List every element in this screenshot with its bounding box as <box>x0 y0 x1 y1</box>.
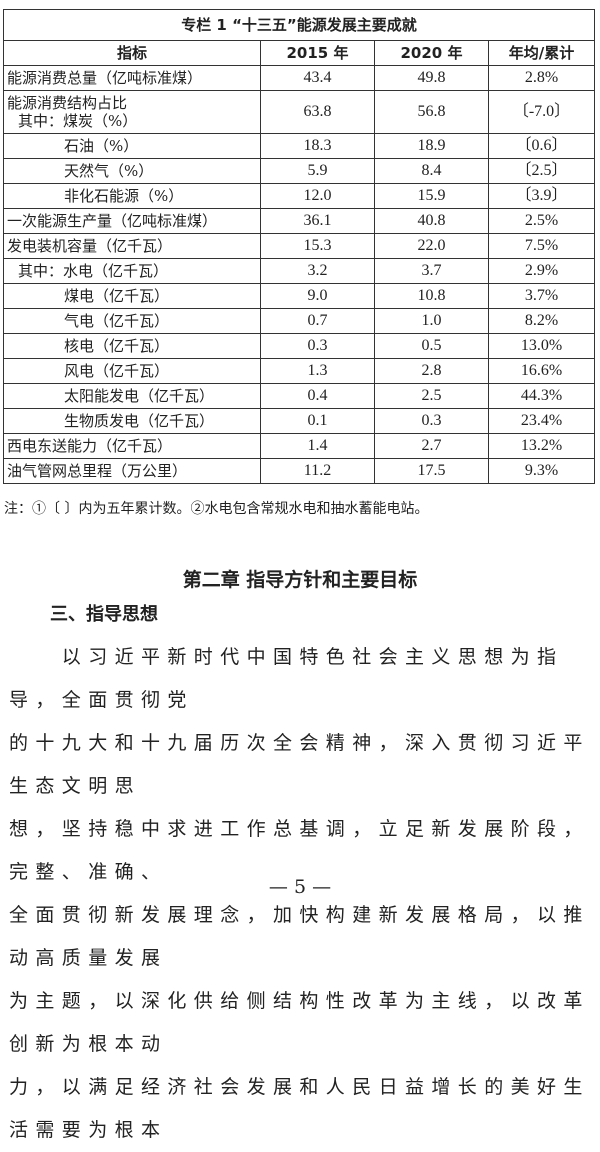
change-value: 9.3% <box>488 458 595 484</box>
change-value: 23.4% <box>488 408 595 434</box>
energy-achievements-table: 专栏 1 “十三五”能源发展主要成就 指标 2015 年 2020 年 年均/累… <box>3 9 595 484</box>
value-2015: 43.4 <box>260 65 375 91</box>
page-number: — 5 — <box>268 876 332 898</box>
table-row: 天然气（%） 5.9 8.4 〔2.5〕 <box>3 158 595 184</box>
indicator-cell: 西电东送能力（亿千瓦） <box>3 433 261 459</box>
table-row: 其中：水电（亿千瓦） 3.2 3.7 2.9% <box>3 258 595 284</box>
indicator-sublabel: 其中：煤炭（%） <box>18 112 138 130</box>
table-row: 煤电（亿千瓦） 9.0 10.8 3.7% <box>3 283 595 309</box>
header-indicator: 指标 <box>3 40 261 66</box>
value-2015: 18.3 <box>260 133 375 159</box>
indicator-cell: 能源消费结构占比 其中：煤炭（%） <box>3 90 261 134</box>
value-2020: 17.5 <box>374 458 489 484</box>
value-2015: 0.3 <box>260 333 375 359</box>
change-value: 2.8% <box>488 65 595 91</box>
value-2020: 0.5 <box>374 333 489 359</box>
change-value: 〔-7.0〕 <box>488 90 595 134</box>
indicator-cell: 能源消费总量（亿吨标准煤） <box>3 65 261 91</box>
value-2020: 56.8 <box>374 90 489 134</box>
paragraph-line: 为主题，以深化供给侧结构性改革为主线，以改革创新为根本动 <box>9 990 590 1055</box>
table-row: 太阳能发电（亿千瓦） 0.4 2.5 44.3% <box>3 383 595 409</box>
indicator-cell: 风电（亿千瓦） <box>3 358 261 384</box>
value-2020: 49.8 <box>374 65 489 91</box>
paragraph-line: 力，以满足经济社会发展和人民日益增长的美好生活需要为根本 <box>9 1076 590 1141</box>
change-value: 2.5% <box>488 208 595 234</box>
table-row: 能源消费结构占比 其中：煤炭（%） 63.8 56.8 〔-7.0〕 <box>3 90 595 134</box>
indicator-cell: 其中：水电（亿千瓦） <box>3 258 261 284</box>
indicator-cell: 气电（亿千瓦） <box>3 308 261 334</box>
table-row: 生物质发电（亿千瓦） 0.1 0.3 23.4% <box>3 408 595 434</box>
value-2020: 3.7 <box>374 258 489 284</box>
value-2020: 18.9 <box>374 133 489 159</box>
value-2020: 15.9 <box>374 183 489 209</box>
value-2015: 0.4 <box>260 383 375 409</box>
change-value: 16.6% <box>488 358 595 384</box>
value-2020: 2.7 <box>374 433 489 459</box>
indicator-cell: 油气管网总里程（万公里） <box>3 458 261 484</box>
value-2020: 22.0 <box>374 233 489 259</box>
indicator-cell: 天然气（%） <box>3 158 261 184</box>
value-2020: 2.5 <box>374 383 489 409</box>
table-row: 油气管网总里程（万公里） 11.2 17.5 9.3% <box>3 458 595 484</box>
table-note: 注：①〔 〕内为五年累计数。②水电包含常规水电和抽水蓄能电站。 <box>4 501 429 517</box>
header-change: 年均/累计 <box>488 40 595 66</box>
value-2015: 1.3 <box>260 358 375 384</box>
table-row: 石油（%） 18.3 18.9 〔0.6〕 <box>3 133 595 159</box>
value-2020: 0.3 <box>374 408 489 434</box>
indicator-cell: 煤电（亿千瓦） <box>3 283 261 309</box>
value-2015: 15.3 <box>260 233 375 259</box>
table-title: 专栏 1 “十三五”能源发展主要成就 <box>3 9 595 41</box>
indicator-label: 能源消费结构占比 <box>7 94 128 112</box>
value-2015: 12.0 <box>260 183 375 209</box>
change-value: 〔2.5〕 <box>488 158 595 184</box>
chapter-title: 第二章 指导方针和主要目标 <box>182 569 418 591</box>
change-value: 8.2% <box>488 308 595 334</box>
change-value: 3.7% <box>488 283 595 309</box>
indicator-cell: 生物质发电（亿千瓦） <box>3 408 261 434</box>
value-2020: 10.8 <box>374 283 489 309</box>
table-row: 风电（亿千瓦） 1.3 2.8 16.6% <box>3 358 595 384</box>
indicator-cell: 太阳能发电（亿千瓦） <box>3 383 261 409</box>
table-row: 西电东送能力（亿千瓦） 1.4 2.7 13.2% <box>3 433 595 459</box>
table-row: 一次能源生产量（亿吨标准煤） 36.1 40.8 2.5% <box>3 208 595 234</box>
value-2015: 3.2 <box>260 258 375 284</box>
value-2020: 40.8 <box>374 208 489 234</box>
indicator-cell: 发电装机容量（亿千瓦） <box>3 233 261 259</box>
value-2020: 1.0 <box>374 308 489 334</box>
indicator-cell: 一次能源生产量（亿吨标准煤） <box>3 208 261 234</box>
paragraph-line: 想，坚持稳中求进工作总基调，立足新发展阶段，完整、准确、 <box>9 818 590 883</box>
header-2015: 2015 年 <box>260 40 375 66</box>
change-value: 13.2% <box>488 433 595 459</box>
change-value: 〔0.6〕 <box>488 133 595 159</box>
table-row: 非化石能源（%） 12.0 15.9 〔3.9〕 <box>3 183 595 209</box>
value-2015: 36.1 <box>260 208 375 234</box>
value-2015: 0.1 <box>260 408 375 434</box>
table-row: 能源消费总量（亿吨标准煤） 43.4 49.8 2.8% <box>3 65 595 91</box>
value-2015: 9.0 <box>260 283 375 309</box>
change-value: 13.0% <box>488 333 595 359</box>
value-2015: 5.9 <box>260 158 375 184</box>
value-2015: 63.8 <box>260 90 375 134</box>
indicator-cell: 石油（%） <box>3 133 261 159</box>
value-2020: 8.4 <box>374 158 489 184</box>
header-2020: 2020 年 <box>374 40 489 66</box>
indicator-cell: 非化石能源（%） <box>3 183 261 209</box>
value-2015: 1.4 <box>260 433 375 459</box>
value-2020: 2.8 <box>374 358 489 384</box>
change-value: 〔3.9〕 <box>488 183 595 209</box>
table-row: 气电（亿千瓦） 0.7 1.0 8.2% <box>3 308 595 334</box>
change-value: 2.9% <box>488 258 595 284</box>
table-row: 核电（亿千瓦） 0.3 0.5 13.0% <box>3 333 595 359</box>
change-value: 44.3% <box>488 383 595 409</box>
value-2015: 0.7 <box>260 308 375 334</box>
value-2015: 11.2 <box>260 458 375 484</box>
indicator-cell: 核电（亿千瓦） <box>3 333 261 359</box>
change-value: 7.5% <box>488 233 595 259</box>
table-row: 发电装机容量（亿千瓦） 15.3 22.0 7.5% <box>3 233 595 259</box>
paragraph-line: 的十九大和十九届历次全会精神，深入贯彻习近平生态文明思 <box>9 732 590 797</box>
section-title: 三、指导思想 <box>50 604 158 625</box>
paragraph-line: 以习近平新时代中国特色社会主义思想为指导，全面贯彻党 <box>9 646 564 711</box>
